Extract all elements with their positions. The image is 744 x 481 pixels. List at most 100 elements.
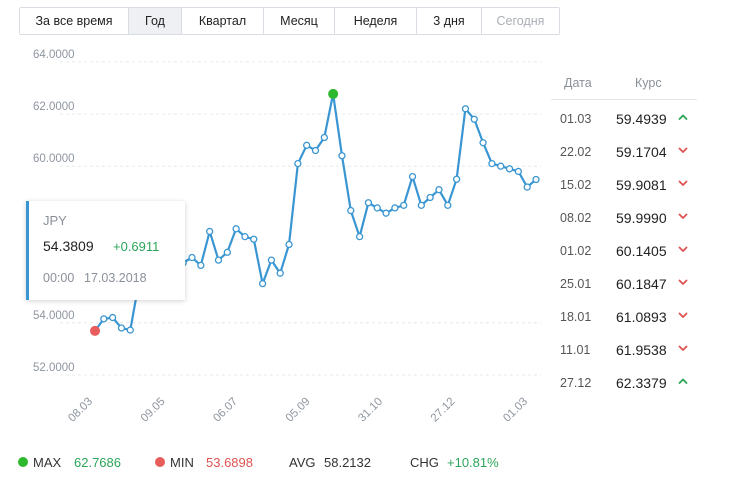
row-date: 11.01 [560,343,591,357]
table-row: 08.02 59.9990 [551,199,697,232]
avg-label: AVG [289,455,316,470]
data-point [214,256,223,264]
avg-value: 58.2132 [324,455,371,470]
chevron-down-icon [678,312,688,318]
data-points [90,88,540,336]
data-point [373,204,381,212]
x-tick-label: 31.10 [356,396,385,425]
rates-table-header: Дата Курс [551,68,697,100]
data-point [347,206,355,215]
tooltip-change: +0.6911 [113,239,160,254]
data-point [479,139,487,147]
rates-table: Дата Курс 01.03 59.4939 22.02 59.1704 15.02 5… [551,68,697,397]
row-date: 01.03 [560,112,592,126]
x-tick-label: 06.07 [211,396,240,425]
data-point [108,313,117,322]
data-point [408,172,417,181]
x-tick-label: 27.12 [429,396,458,425]
table-row: 27.12 62.3379 [551,364,697,397]
data-point [285,240,293,249]
data-point [126,326,134,334]
data-point [197,261,205,270]
row-rate: 59.1704 [616,144,667,160]
line-chart: 52.0000 54.0000 60.0000 62.0000 64.0000 08.0… [33,49,541,425]
row-date: 22.02 [560,145,592,159]
row-rate: 60.1847 [616,276,667,292]
period-selector: За все время Год Квартал Месяц Неделя 3 дня Се… [19,7,560,35]
y-tick-label: 62.0000 [33,101,75,113]
row-rate: 59.4939 [616,111,667,127]
max-value: 62.7686 [74,455,121,470]
chevron-down-icon [678,147,688,153]
y-tick-label: 60.0000 [33,153,75,165]
row-date: 27.12 [560,376,592,390]
table-row: 22.02 59.1704 [551,133,697,166]
chg-label: CHG [410,455,439,470]
period-button[interactable]: За все время [20,8,129,34]
period-button[interactable]: Квартал [182,8,264,34]
data-point [452,175,461,183]
period-button[interactable]: Год [129,8,182,34]
chevron-down-icon [678,180,688,186]
chevron-up-icon [678,378,688,384]
row-rate: 59.9990 [616,210,667,226]
tooltip-currency: JPY [43,213,67,228]
data-point [505,165,514,173]
data-point [232,225,240,233]
x-axis-labels: 08.03 09.05 06.07 05.09 31.10 27.12 01.03 [66,396,530,425]
row-rate: 61.9538 [616,342,667,358]
table-row: 15.02 59.9081 [551,166,697,199]
min-dot-icon [155,457,165,467]
row-date: 25.01 [560,277,592,291]
data-point [338,152,346,160]
chart-tooltip: JPY 54.3809 +0.6911 00:00 17.03.2018 [26,201,185,300]
y-tick-label: 64.0000 [33,49,75,61]
data-point [435,186,443,194]
row-date: 01.02 [560,244,592,258]
data-point [294,159,302,168]
y-tick-label: 54.0000 [33,310,75,322]
tooltip-date: 17.03.2018 [84,271,147,285]
data-point [382,209,390,217]
data-point [117,324,126,332]
row-rate: 60.1405 [616,243,667,259]
chg-value: +10.81% [447,455,499,470]
data-point [241,233,249,241]
data-point [523,183,531,191]
table-row: 18.01 61.0893 [551,298,697,331]
x-tick-label: 01.03 [501,396,530,425]
period-button[interactable]: Месяц [264,8,335,34]
data-point [303,141,311,149]
chevron-down-icon [678,279,688,285]
y-axis-labels: 52.0000 54.0000 60.0000 62.0000 64.0000 [33,49,75,374]
chevron-down-icon [678,345,688,351]
tooltip-value: 54.3809 [43,238,94,254]
data-point [514,167,523,176]
table-row: 01.02 60.1405 [551,232,697,265]
data-point [206,227,214,236]
period-button[interactable]: 3 дня [417,8,482,34]
row-rate: 62.3379 [616,375,667,391]
header-date: Дата [564,76,592,90]
table-row: 01.03 59.4939 [551,100,697,133]
row-rate: 59.9081 [616,177,667,193]
row-rate: 61.0893 [616,309,667,325]
data-point [364,199,373,207]
chevron-up-icon [678,114,688,120]
data-point [497,162,505,170]
header-rate: Курс [635,76,662,90]
period-button[interactable]: Неделя [335,8,417,34]
x-tick-label: 09.05 [139,396,168,425]
min-label: MIN [170,455,194,470]
data-point [267,256,276,264]
chevron-down-icon [678,213,688,219]
max-dot-icon [18,457,28,467]
data-point [417,201,425,209]
row-date: 15.02 [560,178,592,192]
y-tick-label: 52.0000 [33,362,75,374]
data-point [532,175,540,184]
data-point [258,279,267,288]
table-row: 25.01 60.1847 [551,265,697,298]
data-point [355,233,364,241]
max-label: MAX [33,455,62,470]
